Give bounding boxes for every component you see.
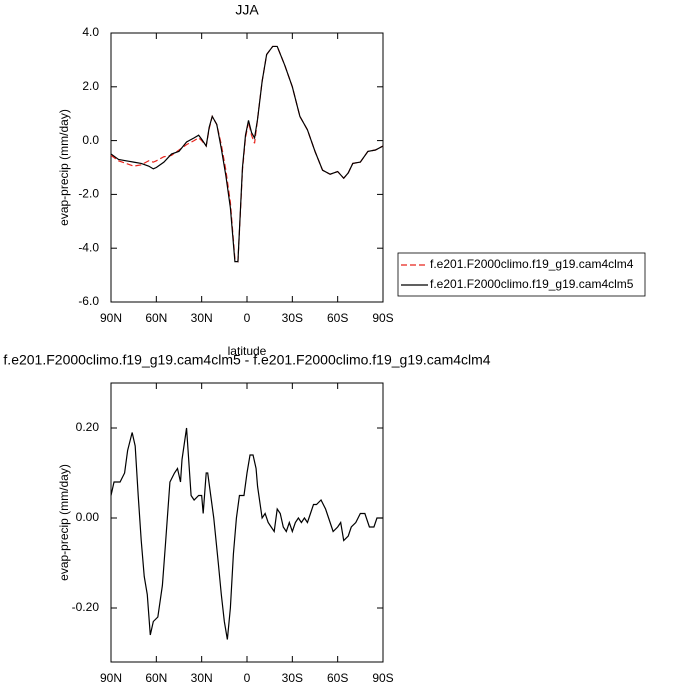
x-axis-label: latitude — [228, 344, 267, 358]
y-tick-label: 0.00 — [76, 510, 100, 524]
line-series — [110, 45, 384, 263]
y-tick-label: -0.20 — [72, 600, 100, 614]
legend-label: f.e201.F2000climo.f19_g19.cam4clm5 — [430, 277, 634, 291]
y-tick-label: -2.0 — [78, 187, 99, 201]
x-tick-label: 30N — [191, 671, 213, 685]
x-tick-label: 30S — [282, 311, 303, 325]
x-tick-label: 90S — [372, 311, 393, 325]
y-axis-label: evap-precip (mm/day) — [57, 109, 71, 226]
x-tick-label: 30N — [191, 311, 213, 325]
chart-title: JJA — [235, 2, 259, 18]
x-tick-label: 60N — [145, 311, 167, 325]
y-axis-label: evap-precip (mm/day) — [57, 464, 71, 581]
x-tick-label: 0 — [244, 311, 251, 325]
y-tick-label: 2.0 — [82, 79, 99, 93]
y-tick-label: 0.20 — [76, 420, 100, 434]
chart-title: f.e201.F2000climo.f19_g19.cam4clm5 - f.e… — [3, 352, 490, 368]
legend-box — [397, 252, 646, 297]
line-series — [110, 427, 383, 640]
y-tick-label: -6.0 — [78, 294, 99, 308]
x-tick-label: 30S — [282, 671, 303, 685]
x-tick-label: 90S — [372, 671, 393, 685]
x-tick-label: 90N — [100, 311, 122, 325]
legend-label: f.e201.F2000climo.f19_g19.cam4clm4 — [430, 257, 634, 271]
x-tick-label: 0 — [244, 671, 251, 685]
plot-frame — [110, 382, 384, 663]
y-tick-label: 0.0 — [82, 133, 99, 147]
line-series — [110, 45, 384, 263]
y-tick-label: -4.0 — [78, 240, 99, 254]
x-tick-label: 60S — [327, 671, 348, 685]
x-tick-label: 90N — [100, 671, 122, 685]
x-tick-label: 60N — [145, 671, 167, 685]
x-tick-label: 60S — [327, 311, 348, 325]
y-tick-label: 4.0 — [82, 25, 99, 39]
